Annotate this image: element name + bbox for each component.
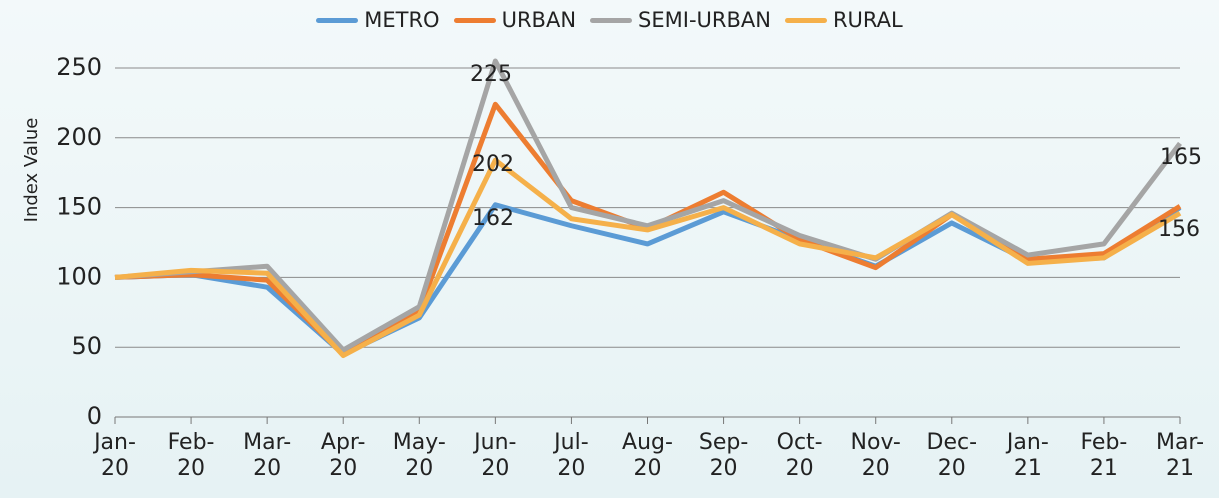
x-tick-label: Jun-20 (466, 430, 524, 482)
y-tick-label: 0 (87, 402, 102, 430)
legend-item: RURAL (785, 8, 903, 32)
x-tick-label: Feb-20 (162, 430, 220, 482)
y-tick-label: 250 (56, 53, 102, 81)
x-tick-label: May-20 (390, 430, 448, 482)
legend-label: SEMI-URBAN (638, 8, 771, 32)
plot: Index Value 0 50 100 150 200 250 225 202 162 165 1… (0, 0, 1219, 498)
x-tick-label: Jan-21 (999, 430, 1057, 482)
annotation: 165 (1160, 145, 1202, 170)
annotation: 162 (472, 206, 514, 231)
x-tick-label: Dec-20 (923, 430, 981, 482)
legend-swatch (454, 18, 496, 23)
y-tick-label: 150 (56, 193, 102, 221)
x-tick-label: Jan-20 (86, 430, 144, 482)
legend-label: METRO (364, 8, 439, 32)
annotation: 202 (472, 152, 514, 177)
annotation: 225 (470, 62, 512, 87)
chart: Index Value 0 50 100 150 200 250 225 202 162 165 1… (0, 0, 1219, 498)
legend: METRO URBAN SEMI-URBAN RURAL (0, 8, 1219, 32)
legend-label: URBAN (502, 8, 576, 32)
x-tick-label: Feb-21 (1075, 430, 1133, 482)
legend-label: RURAL (833, 8, 903, 32)
y-tick-label: 50 (71, 332, 102, 360)
legend-swatch (785, 18, 827, 23)
legend-item: METRO (316, 8, 439, 32)
x-tick-label: Apr-20 (314, 430, 372, 482)
x-tick-label: Sep-20 (695, 430, 753, 482)
legend-item: SEMI-URBAN (590, 8, 771, 32)
y-tick-label: 200 (56, 123, 102, 151)
x-tick-label: Mar-20 (238, 430, 296, 482)
x-tick-label: Mar-21 (1151, 430, 1209, 482)
y-axis-label: Index Value (21, 118, 42, 223)
x-tick-label: Jul-20 (542, 430, 600, 482)
y-tick-label: 100 (56, 262, 102, 290)
annotation: 156 (1158, 217, 1200, 242)
x-tick-label: Aug-20 (619, 430, 677, 482)
legend-swatch (590, 18, 632, 23)
x-tick-label: Oct-20 (771, 430, 829, 482)
series-line (115, 61, 1180, 350)
series-line (115, 160, 1180, 355)
legend-swatch (316, 18, 358, 23)
x-tick-label: Nov-20 (847, 430, 905, 482)
legend-item: URBAN (454, 8, 576, 32)
